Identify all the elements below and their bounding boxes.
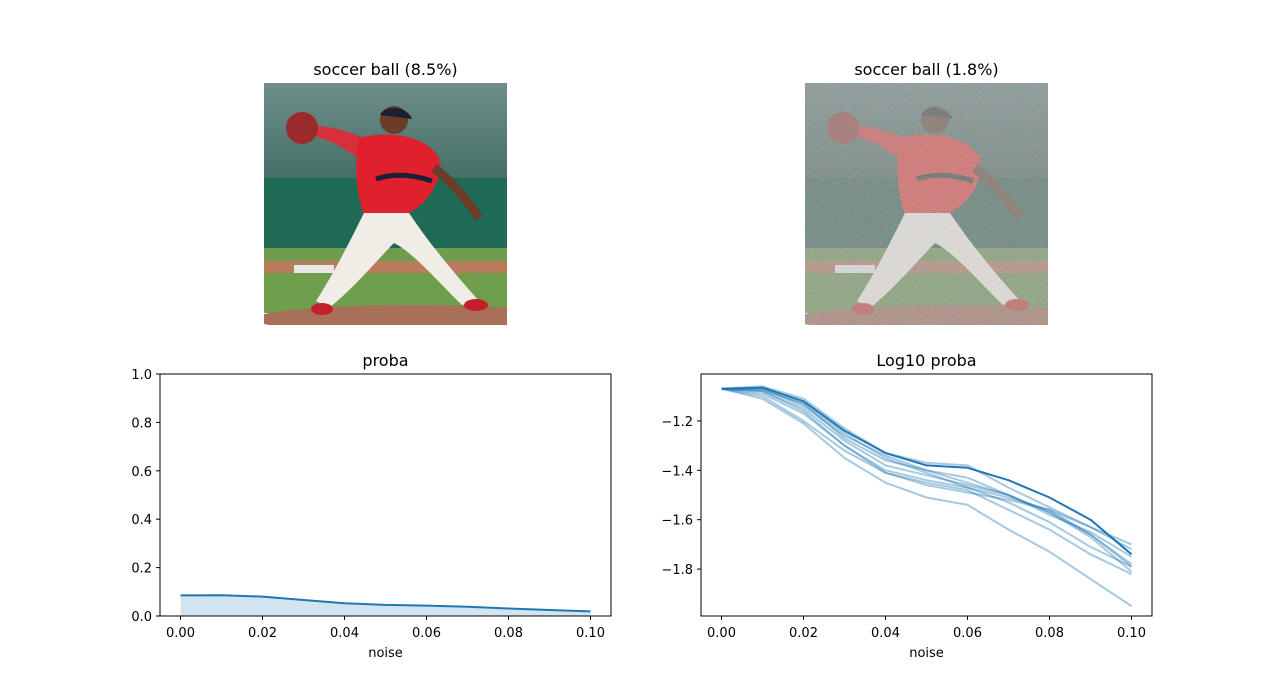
x-tick-label: 0.04 (871, 626, 900, 641)
y-tick-label: 0.0 (131, 610, 152, 625)
x-tick-label: 0.08 (1035, 626, 1064, 641)
x-axis-label: noise (909, 646, 944, 661)
log-proba-sample-line (721, 387, 1133, 568)
y-tick-label: −1.6 (661, 514, 693, 529)
log-proba-sample-line (721, 387, 1133, 607)
x-tick-label: 0.08 (494, 626, 523, 641)
log-proba-sample-line (721, 385, 1132, 546)
y-tick-label: −1.2 (661, 415, 693, 430)
x-tick-label: 0.00 (166, 626, 195, 641)
x-tick-label: 0.06 (412, 626, 441, 641)
baseball-pitcher-image (264, 83, 507, 325)
x-tick-label: 0.10 (576, 626, 605, 641)
image-title-noisy: soccer ball (1.8%) (854, 60, 999, 79)
log-proba-sample-line (721, 387, 1132, 575)
plot-frame (700, 373, 1153, 617)
x-tick-label: 0.10 (1117, 626, 1146, 641)
x-tick-label: 0.02 (789, 626, 818, 641)
log-proba-sample-line (721, 387, 1132, 568)
log-proba-sample-line (721, 387, 1132, 551)
y-tick-label: −1.8 (661, 563, 693, 578)
log-proba-sample-line (721, 387, 1133, 558)
image-title-original: soccer ball (8.5%) (313, 60, 458, 79)
y-tick-label: 0.2 (131, 562, 152, 577)
x-axis-label: noise (368, 646, 403, 661)
x-tick-label: 0.06 (953, 626, 982, 641)
log-proba-sample-line (721, 387, 1133, 573)
chart-title: proba (362, 351, 408, 370)
y-tick-label: −1.4 (661, 464, 693, 479)
y-tick-label: 0.4 (131, 513, 152, 528)
plot-frame (159, 373, 612, 617)
x-tick-label: 0.04 (330, 626, 359, 641)
log-proba-sample-line (721, 387, 1133, 565)
log-proba-main-line (721, 386, 1133, 556)
chart-title: Log10 proba (876, 351, 976, 370)
x-tick-label: 0.00 (707, 626, 736, 641)
proba-line (180, 594, 591, 613)
y-tick-label: 0.8 (131, 416, 152, 431)
baseball-pitcher-noisy-image (805, 83, 1048, 325)
x-tick-label: 0.02 (248, 626, 277, 641)
y-tick-label: 1.0 (131, 368, 152, 383)
y-tick-label: 0.6 (131, 465, 152, 480)
